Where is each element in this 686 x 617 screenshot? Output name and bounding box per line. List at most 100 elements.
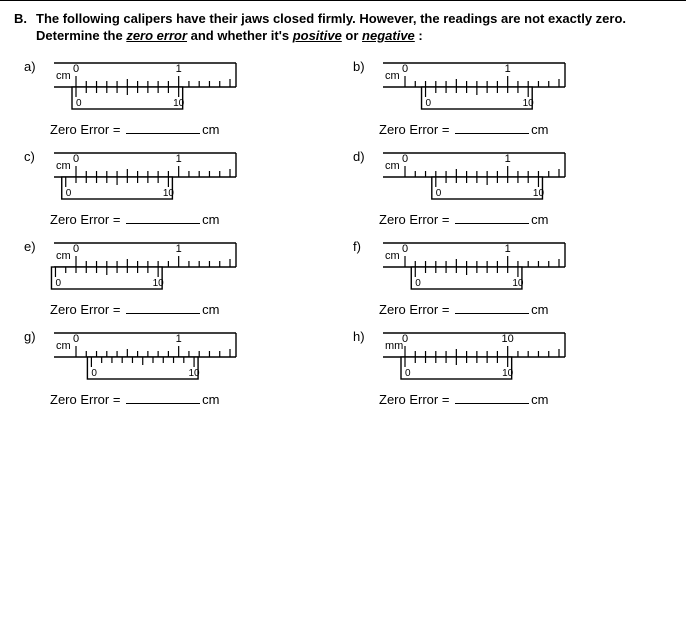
answer-prefix: Zero Error = <box>379 212 449 227</box>
item-label: a) <box>24 53 50 111</box>
question-header: B. The following calipers have their jaw… <box>14 11 672 45</box>
svg-text:cm: cm <box>56 250 71 262</box>
caliper-figure: mm010010 <box>379 323 569 381</box>
answer-line: Zero Error = cm <box>50 301 337 317</box>
item-row: c)cm01010Zero Error = cmd)cm01010Zero Er… <box>14 141 672 231</box>
answer-line: Zero Error = cm <box>50 121 337 137</box>
answer-blank[interactable] <box>126 211 200 224</box>
item-cell: d)cm01010Zero Error = cm <box>343 141 672 231</box>
caliper-figure: cm01010 <box>50 323 240 381</box>
item-inner: a)cm01010 <box>24 53 337 111</box>
item-inner: b)cm01010 <box>353 53 666 111</box>
answer-blank[interactable] <box>126 391 200 404</box>
item-label: e) <box>24 233 50 291</box>
answer-blank[interactable] <box>126 121 200 134</box>
svg-text:0: 0 <box>76 98 82 109</box>
caliper-figure: cm01010 <box>379 143 569 201</box>
item-cell: h)mm010010Zero Error = cm <box>343 321 672 411</box>
svg-text:10: 10 <box>512 278 524 289</box>
caliper-block: cm01010 <box>379 53 666 111</box>
answer-line: Zero Error = cm <box>379 121 666 137</box>
answer-line: Zero Error = cm <box>50 391 337 407</box>
caliper-figure: cm01010 <box>50 143 240 201</box>
svg-text:1: 1 <box>176 63 182 75</box>
item-cell: b)cm01010Zero Error = cm <box>343 51 672 141</box>
svg-text:0: 0 <box>73 63 79 75</box>
item-cell: c)cm01010 Zero Error = cm <box>14 141 343 231</box>
answer-prefix: Zero Error = <box>50 122 120 137</box>
underline-positive: positive <box>293 28 342 43</box>
answer-blank[interactable] <box>126 301 200 314</box>
caliper-block: cm01010 <box>379 143 666 201</box>
answer-prefix: Zero Error = <box>50 212 120 227</box>
answer-line: Zero Error = cm <box>50 211 337 227</box>
svg-text:1: 1 <box>505 63 511 75</box>
underline-negative: negative <box>362 28 415 43</box>
answer-line: Zero Error = cm <box>379 211 666 227</box>
answer-prefix: Zero Error = <box>50 392 120 407</box>
answer-unit: cm <box>531 212 548 227</box>
answer-unit: cm <box>202 122 219 137</box>
caliper-figure: cm01010 <box>50 53 240 111</box>
svg-text:mm: mm <box>385 340 403 352</box>
svg-text:0: 0 <box>66 188 72 199</box>
caliper-block: mm010010 <box>379 323 666 381</box>
svg-text:cm: cm <box>385 250 400 262</box>
svg-text:10: 10 <box>523 98 535 109</box>
item-inner: e)cm01010 <box>24 233 337 291</box>
underline-zero-error: zero error <box>126 28 187 43</box>
item-cell: f)cm01010Zero Error = cm <box>343 231 672 321</box>
item-label: g) <box>24 323 50 381</box>
item-cell: g)cm01010Zero Error = cm <box>14 321 343 411</box>
svg-text:0: 0 <box>402 333 408 345</box>
caliper-figure: cm01010 <box>379 233 569 291</box>
section-letter: B. <box>14 11 32 26</box>
item-inner: f)cm01010 <box>353 233 666 291</box>
answer-prefix: Zero Error = <box>379 392 449 407</box>
svg-text:1: 1 <box>505 243 511 255</box>
question-line-2d: : <box>415 28 423 43</box>
item-row: a)cm01010Zero Error = cmb)cm01010Zero Er… <box>14 51 672 141</box>
svg-text:cm: cm <box>56 160 71 172</box>
question-text: The following calipers have their jaws c… <box>36 11 672 45</box>
caliper-block: cm01010 <box>379 233 666 291</box>
caliper-block: cm01010 <box>50 323 337 381</box>
caliper-block: cm01010 <box>50 53 337 111</box>
svg-text:0: 0 <box>402 153 408 165</box>
item-label: c) <box>24 143 50 201</box>
svg-text:0: 0 <box>55 278 61 289</box>
svg-text:cm: cm <box>56 70 71 82</box>
answer-unit: cm <box>202 392 219 407</box>
svg-text:1: 1 <box>505 153 511 165</box>
answer-blank[interactable] <box>455 211 529 224</box>
svg-text:1: 1 <box>176 333 182 345</box>
item-label: h) <box>353 323 379 381</box>
item-cell: a)cm01010Zero Error = cm <box>14 51 343 141</box>
question-line-2a: Determine the <box>36 28 126 43</box>
answer-blank[interactable] <box>455 121 529 134</box>
svg-text:0: 0 <box>415 278 421 289</box>
caliper-block: cm01010 <box>50 143 337 201</box>
caliper-figure: cm01010 <box>50 233 240 291</box>
svg-text:10: 10 <box>153 278 165 289</box>
question-line-1: The following calipers have their jaws c… <box>36 11 626 26</box>
caliper-figure: cm01010 <box>379 53 569 111</box>
svg-text:0: 0 <box>405 368 411 379</box>
item-inner: c)cm01010 <box>24 143 337 201</box>
item-label: f) <box>353 233 379 291</box>
items-grid: a)cm01010Zero Error = cmb)cm01010Zero Er… <box>14 51 672 411</box>
answer-line: Zero Error = cm <box>379 301 666 317</box>
answer-unit: cm <box>202 302 219 317</box>
answer-blank[interactable] <box>455 301 529 314</box>
svg-text:0: 0 <box>73 153 79 165</box>
svg-text:0: 0 <box>91 368 97 379</box>
svg-text:cm: cm <box>385 70 400 82</box>
answer-blank[interactable] <box>455 391 529 404</box>
worksheet-page: B. The following calipers have their jaw… <box>0 0 686 617</box>
svg-text:10: 10 <box>189 368 201 379</box>
answer-unit: cm <box>531 392 548 407</box>
svg-text:10: 10 <box>502 368 514 379</box>
answer-unit: cm <box>531 122 548 137</box>
item-row: e)cm01010Zero Error = cmf)cm01010Zero Er… <box>14 231 672 321</box>
item-label: d) <box>353 143 379 201</box>
